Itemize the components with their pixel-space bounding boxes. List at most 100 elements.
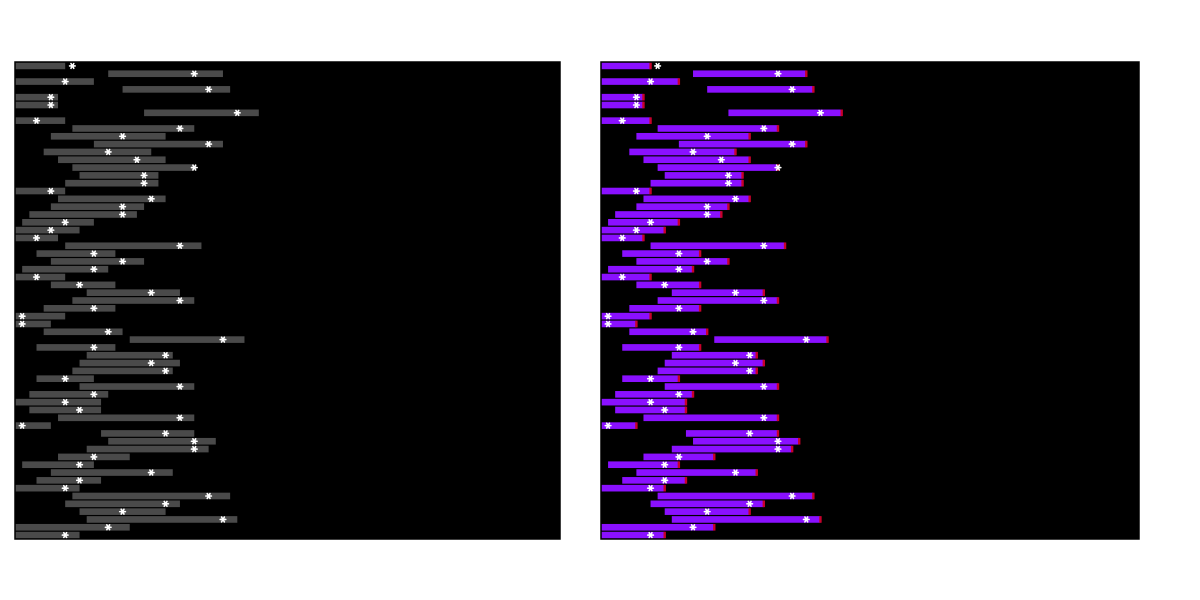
row-marker-stroke (149, 289, 154, 296)
row-bar (50, 469, 173, 476)
row-marker (118, 211, 127, 218)
row-marker (788, 86, 796, 93)
row-marker-stroke (634, 226, 639, 234)
row-bar-edge (748, 508, 751, 515)
row-bar (15, 398, 102, 406)
row-marker (161, 352, 170, 359)
row-marker (32, 117, 41, 124)
row-marker (802, 336, 810, 343)
row-bar-edge (727, 258, 730, 265)
row-marker-stroke (726, 172, 731, 179)
row-bar-edge (705, 328, 709, 336)
row-marker-stroke (192, 445, 197, 453)
row-marker-stroke (77, 406, 82, 414)
row-bar (615, 391, 694, 398)
row-marker (140, 179, 148, 187)
row-bar-edge (663, 484, 666, 492)
row-marker (689, 148, 697, 156)
row-marker (646, 484, 655, 492)
row-bar (36, 250, 116, 257)
row-marker (675, 453, 683, 461)
row-bar-edge (805, 70, 808, 78)
row-marker (618, 273, 626, 281)
row-marker-stroke (648, 219, 653, 226)
row-bar (622, 477, 686, 484)
row-marker (703, 508, 711, 515)
row-bar (50, 132, 166, 140)
row-marker (675, 305, 683, 312)
row-marker (731, 289, 740, 296)
row-marker (661, 281, 669, 289)
row-bar-edge (790, 445, 794, 453)
row-marker-stroke (620, 234, 625, 242)
row-marker (717, 156, 725, 163)
row-marker (646, 531, 655, 539)
row-bar (615, 406, 686, 414)
row-marker-stroke (34, 117, 39, 124)
row-bar (108, 70, 223, 78)
row-marker (632, 187, 640, 195)
row-bar-edge (812, 492, 815, 500)
row-marker (632, 93, 640, 101)
row-marker-stroke (605, 320, 611, 328)
row-bar (629, 148, 736, 156)
row-marker-stroke (62, 375, 68, 382)
row-marker (731, 195, 740, 203)
row-bar (15, 93, 59, 101)
row-marker-stroke (761, 125, 767, 132)
row-bar (86, 516, 238, 523)
row-bar-edge (649, 117, 652, 124)
row-bar-edge (776, 383, 780, 390)
row-bar (15, 484, 80, 492)
row-bar (601, 101, 644, 109)
row-bar (664, 383, 778, 390)
row-marker (646, 78, 655, 85)
row-marker (774, 164, 782, 171)
row-marker-stroke (634, 101, 639, 109)
row-bar (101, 430, 195, 437)
row-bar-edge (677, 218, 681, 226)
row-marker-stroke (235, 109, 240, 117)
row-marker-stroke (91, 305, 97, 312)
row-marker (61, 78, 69, 85)
row-marker-stroke (163, 500, 168, 508)
row-bar (15, 531, 80, 539)
row-bar-edge (684, 406, 688, 414)
row-marker (646, 398, 655, 406)
row-marker (147, 289, 155, 296)
row-marker (746, 500, 754, 508)
row-marker-stroke (62, 531, 68, 539)
row-bar (79, 172, 159, 179)
row-bar (50, 203, 145, 210)
row-marker (147, 195, 155, 203)
row-marker-stroke (775, 164, 781, 171)
row-marker (205, 140, 213, 148)
row-marker (703, 203, 711, 210)
row-bar (86, 289, 180, 296)
row-bar (601, 187, 651, 195)
row-marker-stroke (177, 242, 183, 249)
row-marker (75, 477, 84, 484)
row-marker (205, 86, 213, 93)
row-bar-edge (649, 187, 652, 195)
row-bar (601, 523, 715, 531)
row-marker-stroke (620, 117, 625, 124)
row-marker-stroke (648, 78, 653, 85)
row-bar (93, 140, 223, 148)
row-marker-stroke (149, 469, 154, 476)
row-marker-stroke (804, 336, 809, 343)
row-marker (61, 484, 69, 492)
row-marker-stroke (648, 398, 653, 406)
row-bar (629, 305, 701, 312)
row-marker (90, 250, 98, 257)
row-bar-edge (698, 344, 702, 351)
row-marker-stroke (747, 430, 752, 437)
row-marker-stroke (676, 305, 682, 312)
row-marker (61, 398, 69, 406)
row-marker-stroke (177, 383, 183, 390)
row-bar (629, 328, 708, 336)
row-marker-stroke (19, 312, 25, 320)
row-marker (18, 320, 26, 328)
row-marker-stroke (704, 211, 710, 218)
